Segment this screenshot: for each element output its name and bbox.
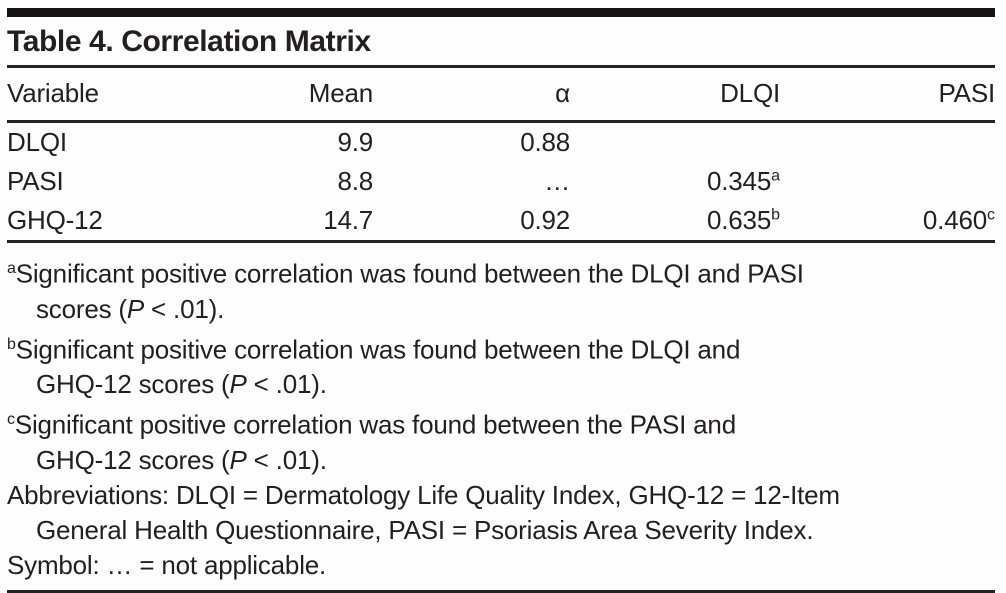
footnote-text: Significant positive correlation was fou… [15,258,804,289]
cell-pasi-corr: 0.460c [780,201,995,243]
p-value-symbol: P [229,369,247,400]
header-row: Variable Mean α DLQI PASI [7,68,995,123]
corr-value: 0.345 [707,166,772,196]
table-row-dlqi: DLQI 9.9 0.88 [7,122,995,163]
table-row-ghq12: GHQ-12 14.7 0.92 0.635b 0.460c [7,201,995,243]
cell-pasi-corr [780,162,995,201]
column-header-pasi: PASI [780,68,995,123]
p-value-symbol: P [126,293,145,324]
footnote-text: < .01). [246,444,327,475]
footnote-a: aSignificant positive correlation was fo… [7,251,995,327]
cell-alpha: … [544,166,570,196]
table-footnotes: aSignificant positive correlation was fo… [7,243,995,583]
cell-mean: 8.8 [337,166,373,196]
title-rule [7,65,995,68]
abbreviations-line: General Health Questionnaire, PASI = Pso… [36,514,814,545]
footnote-marker-c: c [7,411,15,429]
column-header-mean: Mean [175,68,373,123]
table-row-pasi: PASI 8.8 … 0.345a [7,162,995,201]
footnote-ref-c: c [987,206,995,224]
abbreviations-note: Abbreviations: DLQI = Dermatology Life Q… [7,478,995,548]
corr-value: 0.635 [707,205,772,235]
footnote-text: scores ( [36,293,127,324]
footnote-text: Significant positive correlation was fou… [15,334,741,365]
column-header-variable: Variable [7,68,175,123]
symbol-note: Symbol: … = not applicable. [7,549,327,580]
cell-variable: PASI [7,166,64,196]
footnote-marker-a: a [7,260,16,277]
cell-dlqi-corr [570,122,780,163]
column-header-dlqi: DLQI [570,68,780,123]
footnote-b: bSignificant positive correlation was fo… [7,327,995,403]
footnote-c: cSignificant positive correlation was fo… [7,402,995,478]
top-thick-rule [7,8,995,17]
footnote-text: GHQ-12 scores ( [36,369,230,400]
footnote-ref-b: b [771,206,780,224]
cell-variable: DLQI [7,127,67,157]
footnote-ref-a: a [771,167,780,185]
footnote-text: < .01). [144,293,225,324]
p-value-symbol: P [229,444,247,475]
column-header-alpha: α [373,68,570,123]
cell-pasi-corr [780,122,995,163]
correlation-matrix-table: Variable Mean α DLQI PASI DLQI 9.9 0.88 … [7,68,995,243]
cell-alpha: 0.92 [373,201,570,243]
table-title: Table 4. Correlation Matrix [7,25,371,58]
corr-value: 0.460 [922,205,987,235]
footnote-text: < .01). [246,369,327,400]
footnote-marker-b: b [7,335,16,353]
cell-mean: 9.9 [337,127,373,157]
cell-mean: 14.7 [175,201,373,243]
cell-dlqi-corr: 0.635b [570,201,780,243]
footnote-text: Significant positive correlation was fou… [14,409,736,440]
cell-dlqi-corr: 0.345a [570,162,780,201]
abbreviations-line: Abbreviations: DLQI = Dermatology Life Q… [7,479,840,510]
cell-variable: GHQ-12 [7,201,175,243]
cell-alpha: 0.88 [520,127,570,157]
footnote-text: GHQ-12 scores ( [36,444,230,475]
table-figure: Table 4. Correlation Matrix Variable Mea… [7,8,995,593]
